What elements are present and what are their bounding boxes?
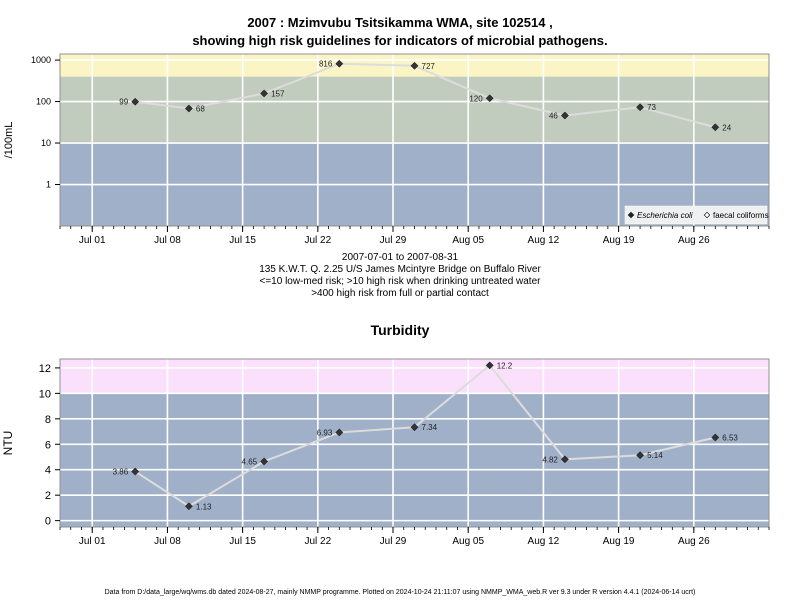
ecoli-point-5	[485, 94, 494, 103]
ecoli-data-label-5: 120	[469, 94, 483, 103]
turbidity-y-tick-label-1: 2	[45, 490, 51, 502]
turbidity-y-axis-label: NTU	[1, 431, 15, 456]
ecoli-data-label-4: 727	[422, 62, 436, 71]
turbidity-x-tick-label-2: Jul 15	[229, 536, 256, 547]
turbidity-y-tick-label-6: 12	[39, 363, 51, 375]
turbidity-point-3	[335, 428, 344, 437]
ecoli-x-tick-label-7: Aug 19	[603, 235, 635, 246]
turbidity-y-tick-label-4: 8	[45, 414, 51, 426]
ecoli-data-label-6: 46	[549, 112, 558, 121]
turbidity-data-label-0: 3.86	[113, 468, 129, 477]
turbidity-title: Turbidity	[370, 322, 430, 338]
turbidity-x-tick-label-1: Jul 08	[154, 536, 181, 547]
ecoli-point-6	[560, 111, 569, 120]
turbidity-point-5	[485, 361, 494, 370]
ecoli-y-tick-label-1: 10	[41, 138, 51, 148]
ecoli-legend-marker-1	[703, 211, 711, 219]
turbidity-band-1	[60, 359, 769, 394]
ecoli-data-label-2: 157	[271, 89, 285, 98]
turbidity-x-tick-label-3: Jul 22	[304, 536, 331, 547]
turbidity-y-tick-label-3: 6	[45, 439, 51, 451]
turbidity-data-label-2: 4.65	[242, 457, 258, 466]
turbidity-data-label-6: 4.82	[542, 455, 558, 464]
turbidity-x-tick-label-0: Jul 01	[79, 536, 106, 547]
turbidity-point-1	[184, 502, 193, 511]
turbidity-point-6	[560, 455, 569, 464]
ecoli-legend-box	[624, 205, 768, 225]
turbidity-x-tick-label-5: Aug 05	[452, 536, 484, 547]
subtitle-date-range: 2007-07-01 to 2007-08-31	[341, 252, 459, 263]
ecoli-y-tick-label-2: 100	[36, 97, 51, 107]
ecoli-point-1	[184, 104, 193, 113]
ecoli-point-8	[711, 123, 720, 132]
ecoli-point-3	[335, 59, 344, 68]
turbidity-y-tick-label-0: 0	[45, 516, 51, 528]
ecoli-data-label-8: 24	[722, 123, 731, 132]
turbidity-x-tick-label-8: Aug 26	[678, 536, 710, 547]
ecoli-legend-label-1: faecal coliforms	[713, 211, 769, 220]
footer-note: Data from D:/data_large/wq/wms.db dated …	[104, 589, 696, 596]
ecoli-x-tick-label-5: Aug 05	[452, 235, 484, 246]
ecoli-x-tick-label-1: Jul 08	[154, 235, 181, 246]
ecoli-point-7	[636, 103, 645, 112]
turbidity-x-tick-label-7: Aug 19	[603, 536, 635, 547]
turbidity-point-4	[410, 423, 419, 432]
ecoli-point-4	[410, 61, 419, 70]
subtitle-risk-contact: >400 high risk from full or partial cont…	[311, 288, 489, 299]
turbidity-band-0	[60, 393, 769, 527]
turbidity-y-tick-label-2: 4	[45, 465, 51, 477]
ecoli-y-tick-label-3: 1000	[31, 55, 51, 65]
chart-title-line-1: 2007 : Mzimvubu Tsitsikamma WMA, site 10…	[247, 15, 553, 30]
turbidity-x-tick-label-4: Jul 29	[380, 536, 407, 547]
ecoli-data-label-0: 99	[119, 98, 128, 107]
subtitle-site: 135 K.W.T. Q. 2.25 U/S James Mcintyre Br…	[259, 264, 541, 275]
ecoli-legend-label-0: Escherichia coli	[637, 211, 693, 220]
turbidity-data-label-5: 12.2	[497, 361, 513, 370]
turbidity-point-0	[131, 467, 140, 476]
turbidity-y-tick-label-5: 10	[39, 388, 51, 400]
ecoli-data-label-7: 73	[647, 103, 656, 112]
ecoli-y-axis-label: /100mL	[3, 122, 15, 159]
ecoli-y-tick-label-0: 1	[46, 180, 51, 190]
turbidity-data-label-7: 5.14	[647, 451, 663, 460]
ecoli-data-label-3: 816	[319, 60, 333, 69]
ecoli-x-tick-label-3: Jul 22	[304, 235, 331, 246]
chart-title-line-2: showing high risk guidelines for indicat…	[192, 33, 608, 48]
subtitle-risk-drinking: <=10 low-med risk; >10 high risk when dr…	[259, 276, 541, 287]
turbidity-data-label-3: 6.93	[317, 428, 333, 437]
ecoli-legend-marker-0	[627, 211, 635, 219]
turbidity-point-2	[260, 457, 269, 466]
turbidity-data-label-8: 6.53	[722, 434, 738, 443]
turbidity-point-7	[636, 451, 645, 460]
turbidity-point-8	[711, 433, 720, 442]
ecoli-point-2	[260, 89, 269, 98]
ecoli-data-label-1: 68	[196, 104, 205, 113]
turbidity-data-label-4: 7.34	[422, 423, 438, 432]
turbidity-x-tick-label-6: Aug 12	[528, 536, 560, 547]
ecoli-x-tick-label-2: Jul 15	[229, 235, 256, 246]
ecoli-x-tick-label-8: Aug 26	[678, 235, 710, 246]
ecoli-point-0	[131, 97, 140, 106]
ecoli-x-tick-label-4: Jul 29	[380, 235, 407, 246]
ecoli-x-tick-label-0: Jul 01	[79, 235, 106, 246]
ecoli-x-tick-label-6: Aug 12	[528, 235, 560, 246]
turbidity-data-label-1: 1.13	[196, 502, 212, 511]
